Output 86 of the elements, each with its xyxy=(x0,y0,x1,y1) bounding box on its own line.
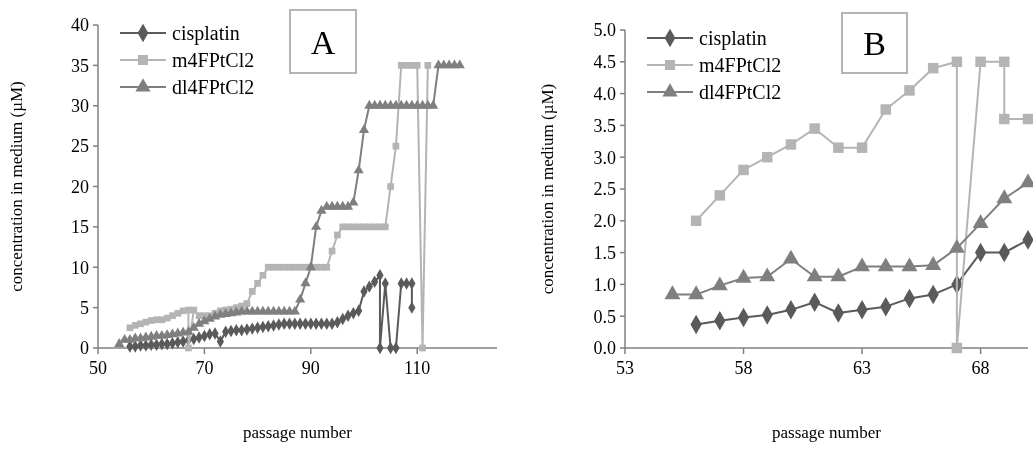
point xyxy=(904,85,915,96)
point xyxy=(901,257,918,272)
point xyxy=(381,223,389,231)
y-axis-title: concentration in medium (µM) xyxy=(7,81,26,292)
point xyxy=(830,267,847,282)
y-tick-label: 1.5 xyxy=(593,242,616,263)
point xyxy=(877,257,894,272)
legend-label: m4FPtCl2 xyxy=(172,49,255,71)
y-tick-label: 3.5 xyxy=(593,115,616,136)
point xyxy=(785,139,797,150)
point xyxy=(243,300,251,307)
y-tick-label: 5.0 xyxy=(593,20,616,41)
legend-label: dl4FPtCl2 xyxy=(172,76,255,98)
point xyxy=(190,306,198,314)
point xyxy=(424,62,432,69)
x-tick-label: 70 xyxy=(195,358,214,378)
y-tick-label: 0.0 xyxy=(593,338,616,359)
legend-label: cisplatin xyxy=(699,27,767,50)
y-tick-label: 0 xyxy=(80,338,89,359)
y-tick-label: 4.0 xyxy=(593,83,616,104)
point xyxy=(334,231,341,239)
y-tick-label: 40 xyxy=(71,15,89,36)
point xyxy=(688,285,705,300)
x-tick-label: 63 xyxy=(853,358,872,378)
point xyxy=(782,249,799,264)
x-tick-label: 90 xyxy=(301,358,320,378)
legend-label: m4FPtCl2 xyxy=(699,54,782,76)
point xyxy=(1022,113,1033,125)
point xyxy=(248,288,256,295)
x-tick-label: 68 xyxy=(971,358,990,378)
point xyxy=(854,257,871,272)
point xyxy=(925,256,942,270)
point xyxy=(856,142,868,153)
annotation: B xyxy=(863,25,886,63)
point xyxy=(833,142,844,153)
y-axis-title: concentration in medium (µM) xyxy=(538,83,557,295)
x-tick-label: 110 xyxy=(404,358,431,378)
x-tick-label: 58 xyxy=(734,358,753,378)
y-tick-label: 25 xyxy=(71,136,89,157)
y-tick-label: 5 xyxy=(80,297,89,318)
y-tick-label: 20 xyxy=(71,176,89,197)
point xyxy=(972,214,989,228)
y-tick-label: 3.0 xyxy=(593,147,616,168)
point xyxy=(690,215,702,227)
x-tick-label: 50 xyxy=(89,358,107,378)
point xyxy=(711,276,728,291)
point xyxy=(323,263,331,271)
point xyxy=(975,56,986,68)
y-tick-label: 15 xyxy=(71,217,89,238)
point xyxy=(387,183,394,190)
point xyxy=(999,56,1010,68)
point xyxy=(951,342,963,354)
y-tick-label: 2.5 xyxy=(593,179,616,200)
point xyxy=(413,62,421,69)
point xyxy=(254,280,261,287)
point xyxy=(809,123,820,134)
point xyxy=(761,151,773,163)
point xyxy=(806,267,823,282)
x-axis-title: passage number xyxy=(771,423,882,442)
annotation: A xyxy=(310,23,336,61)
legend-label: dl4FPtCl2 xyxy=(699,81,782,103)
y-tick-label: 35 xyxy=(71,55,89,76)
point xyxy=(174,309,182,317)
point xyxy=(951,56,963,68)
y-tick-label: 30 xyxy=(71,96,89,117)
point xyxy=(759,267,776,282)
point xyxy=(419,344,426,352)
y-tick-label: 1.0 xyxy=(593,274,616,295)
point xyxy=(735,268,752,283)
point xyxy=(996,189,1013,204)
point xyxy=(714,190,726,201)
y-tick-label: 2.0 xyxy=(593,211,616,232)
x-tick-label: 53 xyxy=(616,358,634,378)
y-tick-label: 10 xyxy=(71,257,89,278)
point xyxy=(738,164,749,176)
legend-label: cisplatin xyxy=(172,22,240,45)
point xyxy=(664,285,681,300)
point xyxy=(185,344,192,352)
point xyxy=(948,238,965,253)
x-axis-title: passage number xyxy=(242,423,353,442)
y-tick-label: 4.5 xyxy=(593,52,616,73)
point xyxy=(927,62,939,74)
y-tick-label: 0.5 xyxy=(593,306,616,327)
point xyxy=(259,271,267,279)
point xyxy=(880,104,892,115)
point xyxy=(999,113,1010,125)
